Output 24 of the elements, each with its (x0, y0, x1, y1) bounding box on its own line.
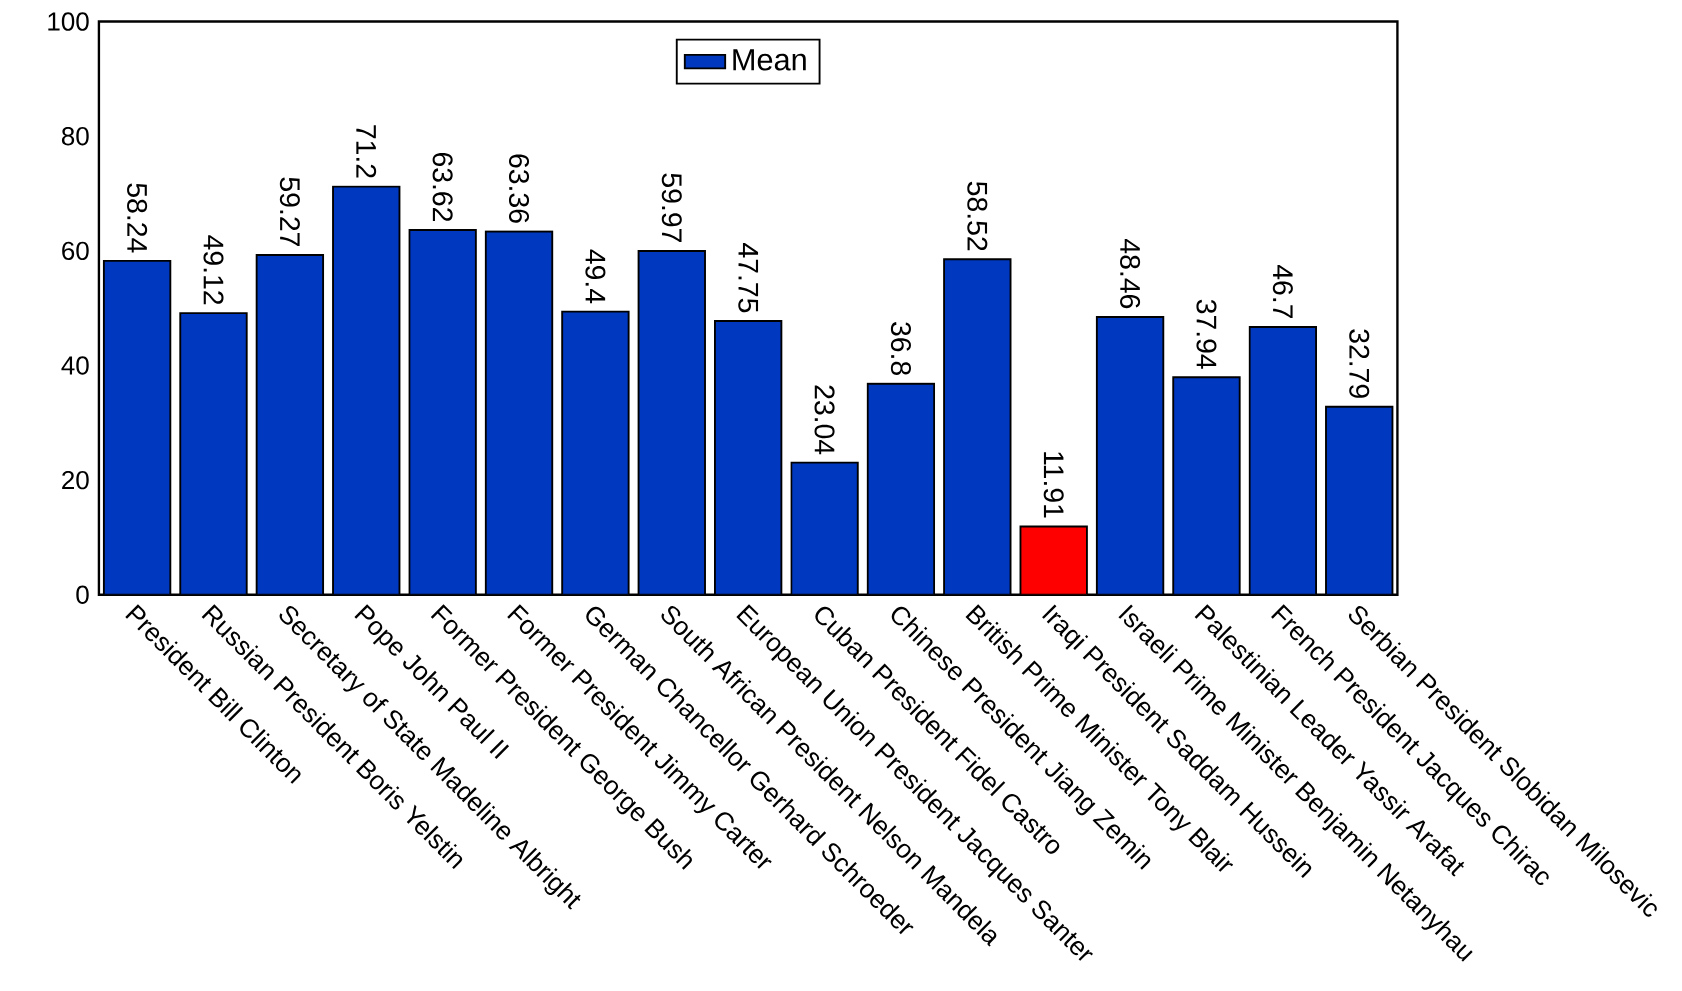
data-label: 58.24 (127, 183, 148, 253)
data-label: 37.94 (1196, 299, 1217, 369)
data-label: 32.79 (1349, 329, 1370, 398)
y-tick-label: 80 (61, 126, 89, 146)
data-label: 63.62 (432, 152, 453, 222)
legend-label: Mean (733, 49, 806, 71)
data-label: 58.52 (967, 181, 988, 251)
data-label: 49.12 (203, 235, 224, 305)
data-label: 71.2 (356, 125, 377, 178)
data-label: 47.75 (738, 243, 759, 313)
data-label: 23.04 (814, 385, 835, 455)
data-label: 49.4 (585, 249, 606, 304)
data-label: 63.36 (508, 154, 530, 223)
data-label: 11.91 (1043, 452, 1064, 518)
y-tick-label: 40 (61, 356, 89, 375)
y-tick-label: 100 (48, 12, 89, 31)
data-label: 59.97 (661, 173, 682, 242)
data-label: 59.27 (279, 177, 300, 246)
data-label: 46.7 (1272, 264, 1293, 319)
data-label: 48.46 (1120, 239, 1141, 309)
data-label: 36.8 (890, 322, 911, 375)
y-tick-label: 0 (76, 585, 89, 604)
y-tick-label: 20 (62, 470, 89, 490)
y-tick-label: 60 (62, 241, 89, 261)
